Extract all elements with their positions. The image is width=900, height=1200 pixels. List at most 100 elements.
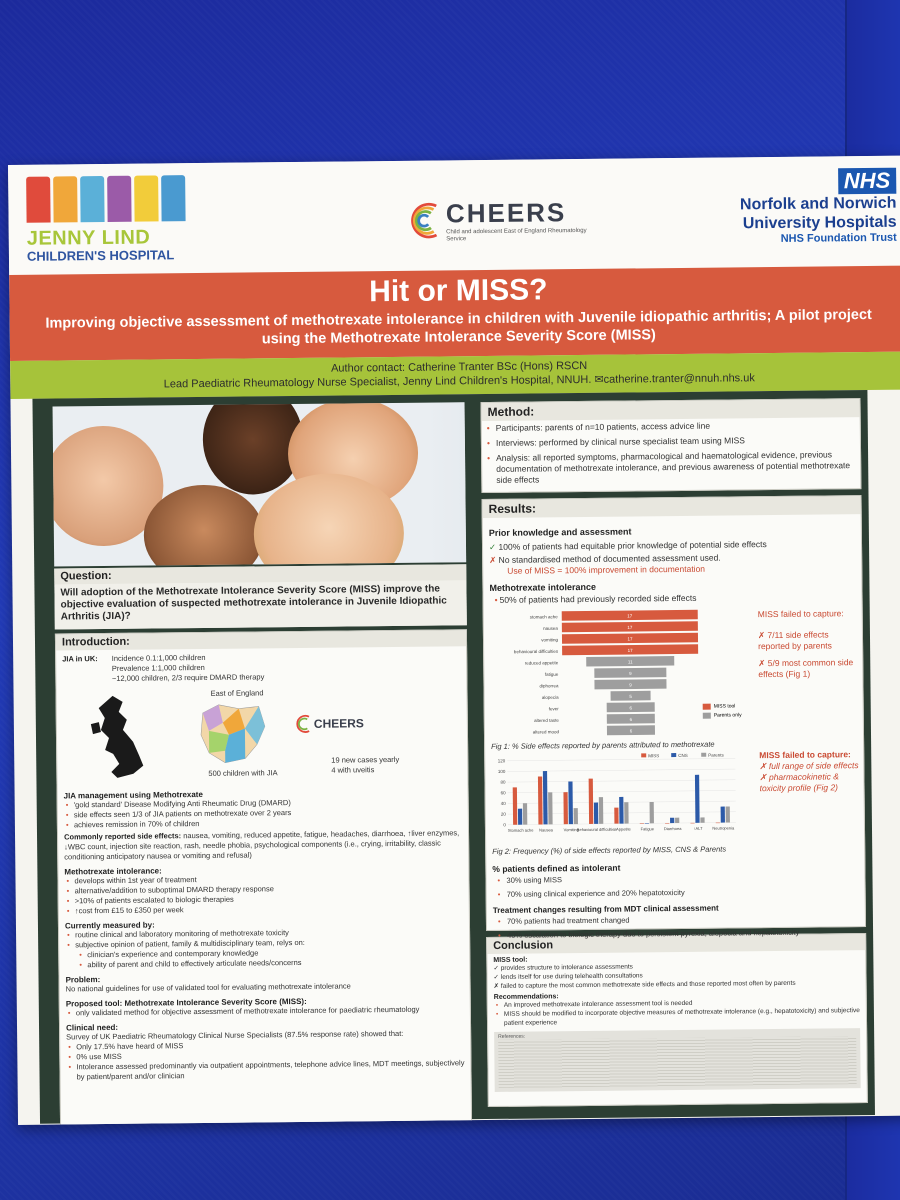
- cheers-logo: CHEERS Child and adolescent East of Engl…: [403, 179, 594, 261]
- cheers-arcs-icon: [411, 202, 438, 239]
- fig2-legend-swatch: [641, 753, 647, 758]
- fig1-bar: [561, 621, 698, 633]
- jenny-lind-name: JENNY LIND: [26, 226, 151, 250]
- cheers-small-arcs-icon: [296, 714, 310, 733]
- fig2-bar: [568, 781, 573, 825]
- jia-uk-stats: JIA in UK: Incidence 0.1:1,000 children …: [62, 650, 460, 684]
- poster: JENNY LIND CHILDREN'S HOSPITAL CHEERS Ch…: [8, 155, 900, 1125]
- fig1-category-label: alopecia: [542, 695, 559, 700]
- cheers-small-name: CHEERS: [313, 716, 364, 731]
- fig2-legend-label: CNS: [678, 753, 688, 758]
- fig2-bar: [548, 792, 553, 825]
- fig2-bar: [649, 801, 654, 824]
- children-photo: [52, 402, 467, 567]
- question-panel: Question: Will adoption of the Methotrex…: [54, 564, 467, 630]
- nhs-line-2: University Hospitals: [742, 213, 897, 233]
- fig1-category-label: stomach ache: [530, 614, 559, 619]
- intolerant-item: 70% using clinical experience and 20% he…: [493, 884, 859, 902]
- fig1-value-label: 17: [628, 648, 634, 653]
- beach-huts-icon: [26, 175, 186, 225]
- mtx-item: 50% of patients had previously recorded …: [490, 589, 856, 608]
- fig1-bar: [561, 609, 698, 621]
- fig1-category-label: fatigue: [545, 672, 559, 677]
- children-text: ~12,000 children, 2/3 require DMARD ther…: [111, 672, 265, 683]
- references-box: References:: [494, 1028, 861, 1092]
- fig2-gridline: [507, 758, 736, 762]
- fig2-bar: [675, 817, 680, 824]
- fig2-y-tick: 100: [498, 769, 506, 774]
- fig2-bar: [665, 823, 670, 824]
- fig2-bar: [619, 796, 624, 824]
- side-effects-label: Commonly reported side effects:: [63, 831, 182, 842]
- fig1-svg: stomach ache 17 nausea 17 vomiting 17 behaviou…: [514, 609, 699, 736]
- introduction-panel: Introduction: JIA in UK: Incidence 0.1:1…: [54, 629, 473, 1125]
- fig2-y-tick: 20: [501, 812, 507, 817]
- title-band: Hit or MISS? Improving objective assessm…: [9, 265, 900, 361]
- fig2-legend-label: MISS: [648, 753, 659, 758]
- fig2-bar: [700, 817, 705, 823]
- fig2-bar: [715, 822, 720, 824]
- fig1-category-label: reduced appetite: [525, 660, 559, 665]
- fig2-bar: [522, 803, 528, 825]
- fig1-category-label: diphorrea: [539, 683, 559, 688]
- fig1-legend-miss: MISS tool: [702, 703, 742, 710]
- fig1-bar: [594, 667, 667, 678]
- results-heading: Results:: [482, 496, 861, 519]
- fig2-bar: [593, 802, 599, 824]
- conclusion-panel: Conclusion MISS tool: ✓ provides structu…: [486, 933, 868, 1108]
- fig1-category-label: behavioural difficulties: [514, 649, 559, 654]
- cheers-sub: Child and adolescent East of England Rhe…: [446, 227, 587, 242]
- fig1-bar: [606, 725, 656, 736]
- fig1-category-label: vomiting: [541, 637, 558, 642]
- fig2-bar: [512, 787, 518, 825]
- miss-failed-1-title: MISS failed to capture:: [757, 608, 844, 620]
- fig1-legend: MISS tool Parents only: [702, 703, 742, 719]
- miss-failed-1: MISS failed to capture: ✗ 7/11 side effe…: [758, 608, 859, 680]
- fig1-value-label: 17: [627, 636, 633, 641]
- fig2-bar: [644, 823, 649, 824]
- fig1-value-label: 6: [629, 705, 632, 710]
- map-region-label: East of England: [210, 688, 264, 698]
- uk-map-icon: [90, 695, 144, 778]
- side-effects-paragraph: Commonly reported side effects: nausea, …: [64, 828, 462, 862]
- fig1-category-label: altered mood: [533, 729, 560, 734]
- miss-failed-2: MISS failed to capture: ✗ full range of …: [759, 749, 859, 794]
- fig2-category-label: Diarrhoea: [664, 826, 682, 831]
- nhs-badge: NHS: [837, 167, 897, 195]
- cheers-small-logo: CHEERS: [293, 713, 364, 734]
- fig2-y-tick: 0: [503, 822, 506, 827]
- fig2-svg: 0 20 40 60 80 100 120 Stomach ache Nausea Vomitin…: [498, 753, 736, 833]
- fig2-chart: 0 20 40 60 80 100 120 Stomach ache Nausea Vomitin…: [491, 749, 859, 845]
- rec-item: MISS should be modified to incorporate o…: [494, 1006, 860, 1028]
- results-panel: Results: Prior knowledge and assessment …: [481, 495, 867, 940]
- fig1-value-label: 6: [630, 728, 633, 733]
- fig2-category-label: Behavioural difficulties: [577, 827, 617, 832]
- prior-heading: Prior knowledge and assessment: [488, 526, 632, 538]
- miss-failed-1-item: ✗ 7/11 side effects reported by parents: [757, 629, 832, 652]
- fig2-bar: [725, 806, 730, 823]
- method-panel: Method: Participants: parents of n=10 pa…: [480, 398, 862, 494]
- fig2-y-tick: 120: [498, 758, 506, 763]
- fig1-category-label: altered taste: [534, 718, 559, 723]
- fig1-bar: [606, 713, 655, 724]
- fig1-value-label: 9: [629, 682, 632, 687]
- question-text: Will adoption of the Methotrexate Intole…: [54, 580, 467, 630]
- fig1-bar: [561, 632, 699, 644]
- fig2-category-label: Fatigue: [641, 826, 655, 831]
- left-column: Question: Will adoption of the Methotrex…: [52, 402, 473, 1125]
- fig1-value-label: 6: [630, 717, 633, 722]
- fig1-bar: [606, 702, 655, 713]
- poster-header: JENNY LIND CHILDREN'S HOSPITAL CHEERS Ch…: [8, 155, 900, 275]
- fig2-category-label: ↑ALT: [693, 826, 703, 831]
- new-cases-text: 19 new cases yearly: [331, 754, 400, 765]
- need-item: Intolerance assessed predominantly via o…: [66, 1058, 464, 1082]
- introduction-heading: Introduction:: [55, 630, 467, 651]
- fig1-chart: stomach ache 17 nausea 17 vomiting 17 behaviou…: [490, 606, 857, 740]
- poster-subtitle: Improving objective assessment of methot…: [45, 306, 872, 348]
- fig1-value-label: 5: [629, 694, 632, 699]
- fig2-bar: [624, 802, 629, 824]
- nhs-trust: NHS Foundation Trust: [780, 231, 897, 245]
- nhs-logo: NHS Norfolk and Norwich University Hospi…: [711, 167, 897, 246]
- fig2-bar: [542, 771, 548, 825]
- fig1-value-label: 9: [629, 671, 632, 676]
